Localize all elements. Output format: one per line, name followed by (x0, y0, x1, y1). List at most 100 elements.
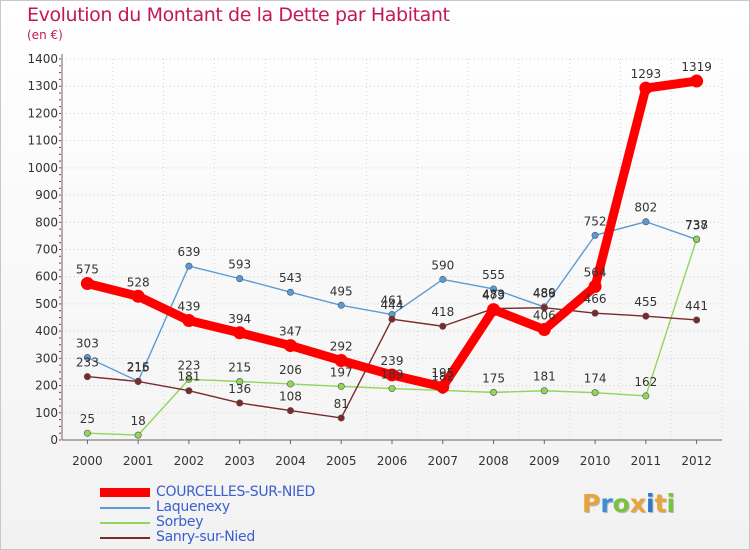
data-point (487, 303, 501, 317)
data-point (690, 74, 704, 88)
y-tick-label: 500 (35, 297, 58, 311)
logo-letter: P (582, 489, 601, 518)
series-line-0 (82, 76, 702, 392)
legend-swatch (100, 488, 150, 497)
data-label: 223 (177, 358, 200, 372)
y-tick-label: 1400 (27, 52, 58, 66)
data-label: 418 (431, 305, 454, 319)
data-point (134, 377, 142, 385)
data-point (490, 388, 498, 396)
data-label: 1319 (681, 60, 712, 74)
data-label: 206 (279, 363, 302, 377)
data-label: 303 (76, 337, 99, 351)
data-point (388, 315, 396, 323)
data-label: 444 (381, 298, 404, 312)
data-label: 466 (584, 292, 607, 306)
x-tick-label: 2009 (529, 454, 560, 468)
data-label: 174 (584, 372, 607, 386)
data-point (283, 339, 297, 353)
data-label: 555 (482, 268, 505, 282)
data-label: 543 (279, 271, 302, 285)
data-label: 483 (482, 288, 505, 302)
y-tick-label: 1000 (27, 161, 58, 175)
data-label: 455 (634, 295, 657, 309)
y-tick-label: 800 (35, 215, 58, 229)
data-label: 215 (228, 360, 251, 374)
x-tick-label: 2006 (377, 454, 408, 468)
data-label: 489 (533, 286, 556, 300)
data-point (490, 285, 498, 293)
data-label: 461 (381, 294, 404, 308)
data-label: 347 (279, 325, 302, 339)
data-label: 486 (533, 287, 556, 301)
legend-label: Laquenexy (156, 499, 230, 515)
data-point (388, 385, 396, 393)
data-label: 189 (381, 368, 404, 382)
x-tick-label: 2007 (427, 454, 458, 468)
x-tick-label: 2010 (580, 454, 611, 468)
chart-subtitle: (en €) (27, 28, 63, 42)
data-label: 197 (330, 365, 353, 379)
y-tick-label: 200 (35, 379, 58, 393)
data-point (337, 382, 345, 390)
data-label: 564 (584, 266, 607, 280)
data-point (540, 304, 548, 312)
x-tick-label: 2001 (123, 454, 154, 468)
data-point (134, 431, 142, 439)
data-point (236, 377, 244, 385)
data-label: 441 (685, 299, 708, 313)
logo-letter: o (612, 489, 630, 518)
y-tick-label: 600 (35, 270, 58, 284)
data-point (439, 322, 447, 330)
data-label: 738 (685, 218, 708, 232)
data-label: 25 (80, 412, 95, 426)
data-point (693, 316, 701, 324)
data-point (642, 312, 650, 320)
data-point (639, 81, 653, 95)
x-tick-label: 2005 (326, 454, 357, 468)
y-tick-label: 300 (35, 351, 58, 365)
data-point (337, 301, 345, 309)
legend-label: COURCELLES-SUR-NIED (156, 484, 315, 500)
data-label: 181 (177, 370, 200, 384)
data-point (337, 414, 345, 422)
data-point (540, 387, 548, 395)
data-point (236, 275, 244, 283)
x-tick-label: 2012 (681, 454, 712, 468)
data-point (537, 323, 551, 337)
data-point (591, 309, 599, 317)
y-tick-label: 1100 (27, 134, 58, 148)
data-point (591, 389, 599, 397)
data-point (236, 399, 244, 407)
data-label: 215 (127, 360, 150, 374)
data-point (436, 380, 450, 394)
y-tick-label: 400 (35, 324, 58, 338)
x-tick-label: 2002 (174, 454, 205, 468)
x-tick-label: 2008 (478, 454, 509, 468)
data-label: 108 (279, 390, 302, 404)
data-label: 81 (334, 397, 349, 411)
data-label: 802 (634, 201, 657, 215)
data-point (185, 262, 193, 270)
data-point (286, 380, 294, 388)
data-label: 575 (76, 263, 99, 277)
data-label: 181 (533, 370, 556, 384)
data-label: 175 (482, 371, 505, 385)
x-tick-label: 2004 (275, 454, 306, 468)
data-point (642, 218, 650, 226)
logo-letter: r (600, 489, 613, 518)
logo-letter: t (654, 489, 667, 518)
data-label: 394 (228, 312, 251, 326)
data-point (83, 354, 91, 362)
data-label: 239 (381, 354, 404, 368)
chart-title: Evolution du Montant de la Dette par Hab… (27, 4, 450, 26)
data-label: 18 (131, 414, 146, 428)
data-point (185, 375, 193, 383)
data-label: 479 (482, 289, 505, 303)
data-point (185, 387, 193, 395)
data-point (80, 277, 94, 291)
y-tick-label: 1200 (27, 106, 58, 120)
y-tick-label: 100 (35, 406, 58, 420)
data-point (233, 326, 247, 340)
